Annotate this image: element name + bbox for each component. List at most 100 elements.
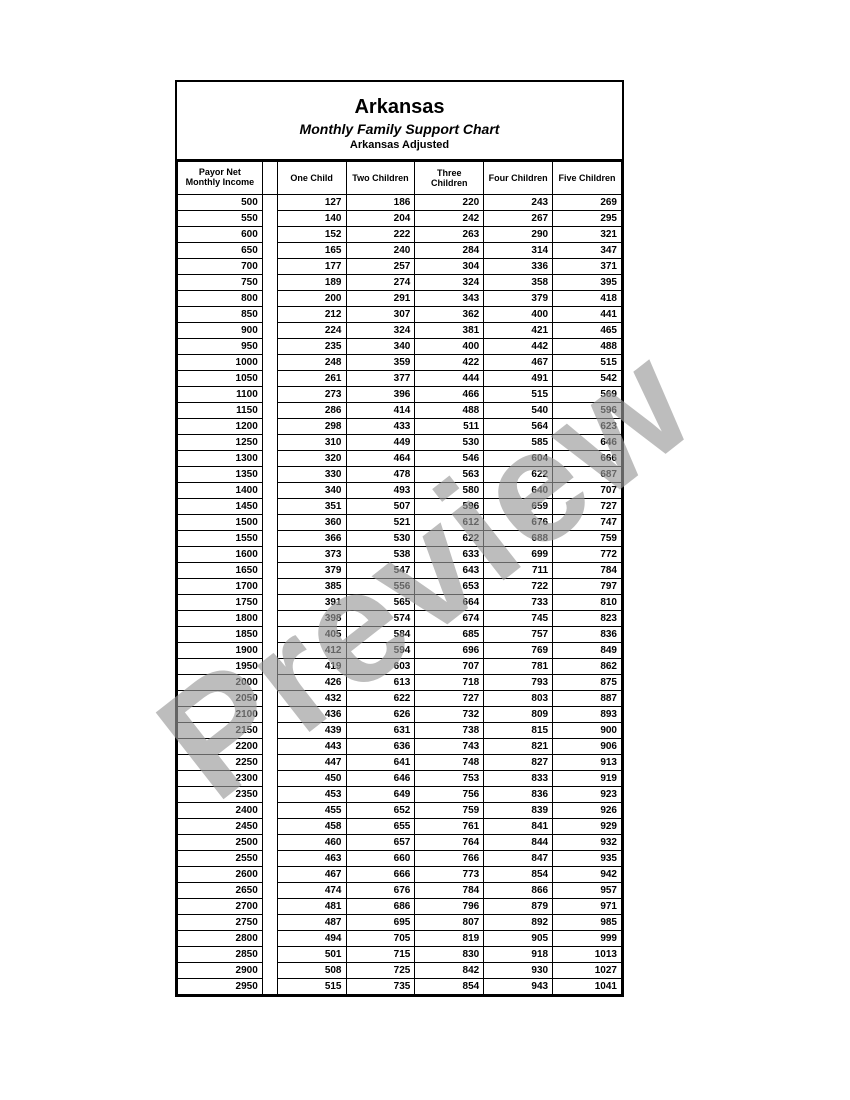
cell-value: 340 (277, 483, 346, 499)
cell-value: 613 (346, 675, 415, 691)
cell-value: 646 (346, 771, 415, 787)
cell-value: 400 (415, 339, 484, 355)
cell-value: 761 (415, 819, 484, 835)
cell-income: 1500 (178, 515, 263, 531)
cell-spacer (262, 979, 277, 995)
cell-spacer (262, 611, 277, 627)
cell-value: 460 (277, 835, 346, 851)
cell-value: 140 (277, 211, 346, 227)
cell-value: 395 (553, 275, 622, 291)
cell-value: 563 (415, 467, 484, 483)
cell-value: 324 (346, 323, 415, 339)
cell-value: 530 (346, 531, 415, 547)
cell-income: 1900 (178, 643, 263, 659)
cell-value: 596 (415, 499, 484, 515)
cell-value: 273 (277, 387, 346, 403)
cell-value: 809 (484, 707, 553, 723)
cell-value: 304 (415, 259, 484, 275)
cell-value: 707 (415, 659, 484, 675)
cell-income: 2350 (178, 787, 263, 803)
table-row: 600152222263290321 (178, 227, 622, 243)
cell-value: 212 (277, 307, 346, 323)
cell-value: 999 (553, 931, 622, 947)
cell-income: 2550 (178, 851, 263, 867)
cell-income: 1000 (178, 355, 263, 371)
cell-value: 1027 (553, 963, 622, 979)
cell-spacer (262, 787, 277, 803)
cell-value: 538 (346, 547, 415, 563)
table-row: 750189274324358395 (178, 275, 622, 291)
cell-value: 574 (346, 611, 415, 627)
cell-value: 165 (277, 243, 346, 259)
cell-value: 556 (346, 579, 415, 595)
cell-value: 935 (553, 851, 622, 867)
col-one-child-header: One Child (277, 162, 346, 195)
cell-value: 501 (277, 947, 346, 963)
cell-value: 659 (484, 499, 553, 515)
cell-value: 836 (484, 787, 553, 803)
cell-value: 449 (346, 435, 415, 451)
cell-value: 722 (484, 579, 553, 595)
cell-value: 542 (553, 371, 622, 387)
cell-value: 447 (277, 755, 346, 771)
cell-income: 1300 (178, 451, 263, 467)
cell-value: 488 (553, 339, 622, 355)
table-row: 1850405584685757836 (178, 627, 622, 643)
cell-value: 660 (346, 851, 415, 867)
cell-value: 646 (553, 435, 622, 451)
cell-spacer (262, 307, 277, 323)
cell-income: 950 (178, 339, 263, 355)
cell-value: 807 (415, 915, 484, 931)
cell-value: 515 (553, 355, 622, 371)
table-row: 1450351507596659727 (178, 499, 622, 515)
cell-income: 2700 (178, 899, 263, 915)
cell-value: 918 (484, 947, 553, 963)
cell-income: 2050 (178, 691, 263, 707)
cell-value: 467 (277, 867, 346, 883)
cell-value: 442 (484, 339, 553, 355)
cell-value: 530 (415, 435, 484, 451)
cell-value: 666 (346, 867, 415, 883)
cell-value: 823 (553, 611, 622, 627)
cell-income: 1850 (178, 627, 263, 643)
cell-value: 565 (346, 595, 415, 611)
cell-spacer (262, 211, 277, 227)
cell-value: 419 (277, 659, 346, 675)
cell-value: 819 (415, 931, 484, 947)
cell-value: 707 (553, 483, 622, 499)
col-four-children-header: Four Children (484, 162, 553, 195)
cell-income: 2600 (178, 867, 263, 883)
cell-value: 359 (346, 355, 415, 371)
cell-value: 371 (553, 259, 622, 275)
cell-value: 284 (415, 243, 484, 259)
cell-spacer (262, 355, 277, 371)
cell-income: 650 (178, 243, 263, 259)
cell-value: 1013 (553, 947, 622, 963)
cell-value: 585 (484, 435, 553, 451)
cell-income: 2850 (178, 947, 263, 963)
cell-income: 800 (178, 291, 263, 307)
cell-spacer (262, 675, 277, 691)
cell-value: 463 (277, 851, 346, 867)
cell-value: 674 (415, 611, 484, 627)
cell-value: 649 (346, 787, 415, 803)
cell-value: 263 (415, 227, 484, 243)
cell-spacer (262, 771, 277, 787)
cell-value: 699 (484, 547, 553, 563)
table-row: 950235340400442488 (178, 339, 622, 355)
cell-value: 753 (415, 771, 484, 787)
cell-income: 2650 (178, 883, 263, 899)
support-chart: Arkansas Monthly Family Support Chart Ar… (175, 80, 624, 997)
cell-value: 626 (346, 707, 415, 723)
cell-value: 866 (484, 883, 553, 899)
table-row: 1250310449530585646 (178, 435, 622, 451)
cell-value: 943 (484, 979, 553, 995)
cell-value: 655 (346, 819, 415, 835)
cell-value: 759 (553, 531, 622, 547)
cell-value: 379 (484, 291, 553, 307)
cell-value: 596 (553, 403, 622, 419)
cell-value: 862 (553, 659, 622, 675)
cell-income: 2400 (178, 803, 263, 819)
table-row: 650165240284314347 (178, 243, 622, 259)
cell-spacer (262, 243, 277, 259)
